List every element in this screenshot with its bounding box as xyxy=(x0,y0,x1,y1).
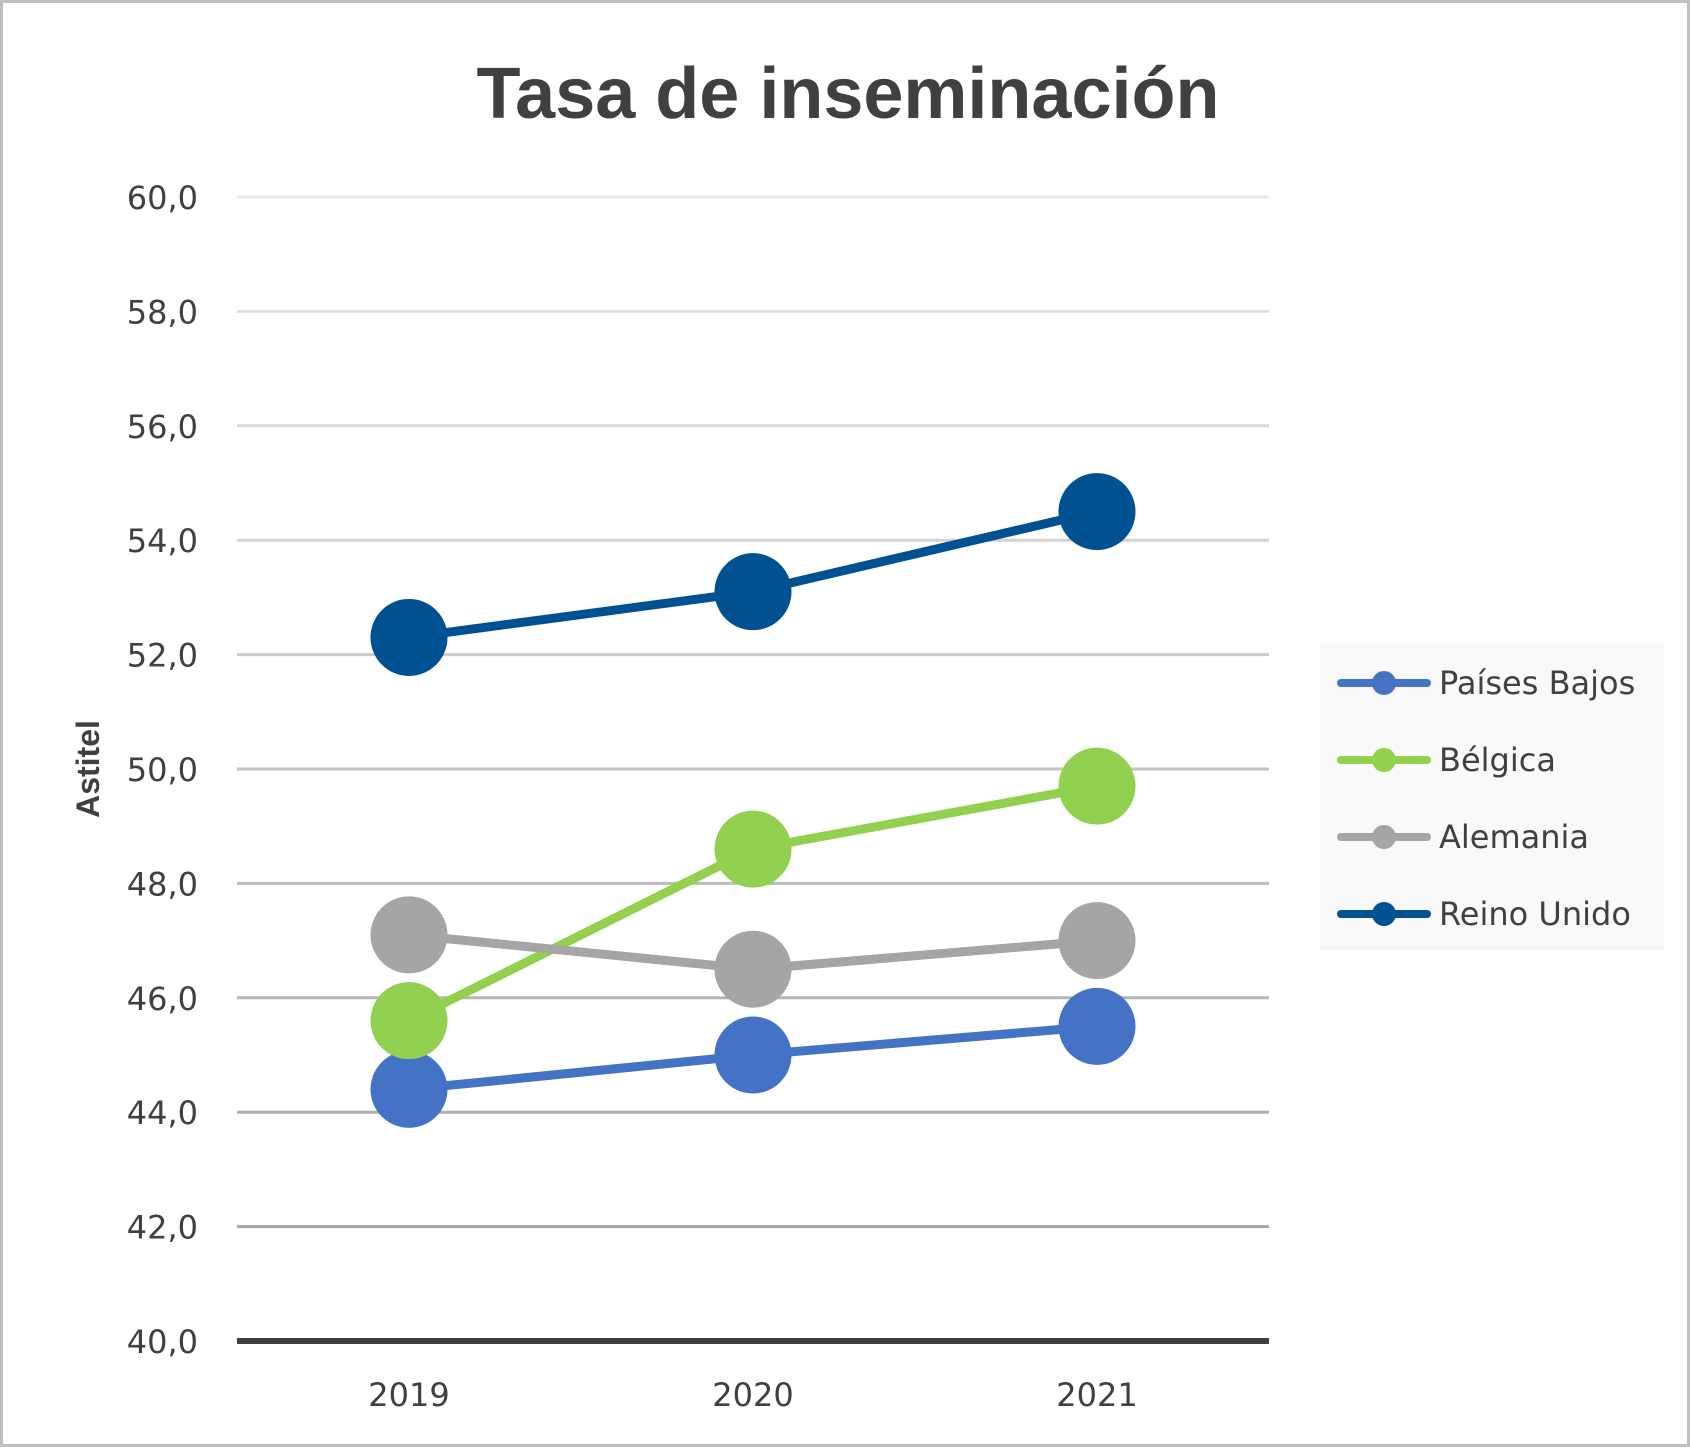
x-tick-label: 2021 xyxy=(1056,1376,1137,1414)
legend-item[interactable]: Países Bajos xyxy=(1337,664,1635,702)
y-tick-label: 46,0 xyxy=(127,980,198,1018)
data-point[interactable] xyxy=(714,1016,792,1094)
series-reino-unido xyxy=(370,473,1136,676)
x-tick-label: 2019 xyxy=(368,1376,449,1414)
data-point[interactable] xyxy=(370,896,448,974)
y-tick-label: 40,0 xyxy=(127,1323,198,1361)
legend-marker-icon xyxy=(1372,748,1396,772)
series-pa-ses-bajos xyxy=(370,987,1136,1128)
x-axis-tick-labels: 2019 2020 2021 xyxy=(368,1376,1137,1414)
y-tick-label: 48,0 xyxy=(127,865,198,903)
y-axis-tick-labels: 40,0 42,0 44,0 46,0 48,0 50,0 52,0 54,0 56,0 58,0… xyxy=(127,179,198,1361)
y-axis-title: Astitel xyxy=(70,720,106,818)
data-point[interactable] xyxy=(370,982,448,1060)
legend-marker-icon xyxy=(1372,671,1396,695)
y-tick-label: 50,0 xyxy=(127,751,198,789)
legend-background xyxy=(1320,643,1664,951)
data-point[interactable] xyxy=(714,810,792,888)
y-tick-label: 54,0 xyxy=(127,522,198,560)
y-tick-label: 42,0 xyxy=(127,1209,198,1247)
data-point[interactable] xyxy=(1058,747,1136,825)
data-point[interactable] xyxy=(714,553,792,631)
legend-label: Bélgica xyxy=(1439,741,1556,779)
legend-marker-icon xyxy=(1372,825,1396,849)
y-tick-label: 60,0 xyxy=(127,179,198,217)
data-point[interactable] xyxy=(370,1050,448,1128)
line-chart: Tasa de inseminación 40,0 42,0 44,0 46,0 48,… xyxy=(70,54,1664,1414)
series-lines xyxy=(370,473,1136,1128)
legend-label: Reino Unido xyxy=(1439,895,1631,933)
legend-marker-icon xyxy=(1372,902,1396,926)
legend-label: Alemania xyxy=(1439,818,1589,856)
data-point[interactable] xyxy=(1058,902,1136,980)
data-point[interactable] xyxy=(714,930,792,1008)
series-b-lgica xyxy=(370,747,1136,1060)
y-tick-label: 52,0 xyxy=(127,637,198,675)
series-alemania xyxy=(370,896,1136,1008)
y-tick-label: 56,0 xyxy=(127,408,198,446)
data-point[interactable] xyxy=(1058,987,1136,1065)
legend-label: Países Bajos xyxy=(1439,664,1635,702)
x-tick-label: 2020 xyxy=(712,1376,793,1414)
legend-item[interactable]: Reino Unido xyxy=(1337,895,1631,933)
data-point[interactable] xyxy=(370,598,448,676)
y-tick-label: 58,0 xyxy=(127,293,198,331)
legend-item[interactable]: Alemania xyxy=(1337,818,1589,856)
chart-title: Tasa de inseminación xyxy=(477,54,1220,134)
legend-item[interactable]: Bélgica xyxy=(1337,741,1556,779)
legend: Países Bajos Bélgica Alemania Reino Unido xyxy=(1320,643,1664,951)
data-point[interactable] xyxy=(1058,473,1136,551)
y-tick-label: 44,0 xyxy=(127,1094,198,1132)
